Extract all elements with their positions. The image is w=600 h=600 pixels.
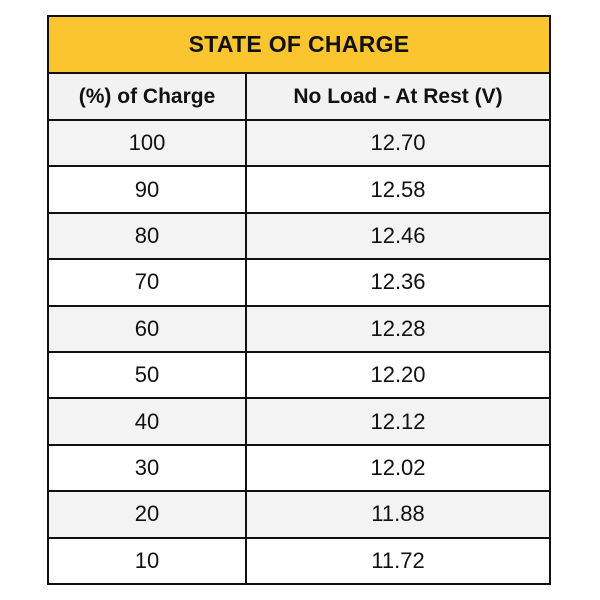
- voltage-cell: 12.20: [245, 350, 551, 400]
- table-row: 80 12.46: [47, 211, 551, 261]
- table-row: 40 12.12: [47, 397, 551, 446]
- table-row: 100 12.70: [47, 118, 551, 168]
- voltage-cell: 12.02: [245, 443, 551, 493]
- table-row: 60 12.28: [47, 304, 551, 353]
- voltage-cell: 12.28: [245, 304, 551, 353]
- charge-percent-cell: 20: [47, 490, 247, 539]
- column-header-voltage: No Load - At Rest (V): [245, 72, 551, 121]
- charge-percent-cell: 80: [47, 211, 247, 261]
- charge-percent-cell: 50: [47, 350, 247, 400]
- voltage-cell: 11.88: [245, 490, 551, 539]
- state-of-charge-table: STATE OF CHARGE (%) of Charge No Load - …: [47, 15, 551, 585]
- charge-percent-cell: 60: [47, 304, 247, 353]
- voltage-cell: 12.12: [245, 397, 551, 446]
- charge-percent-cell: 90: [47, 165, 247, 214]
- table-title: STATE OF CHARGE: [47, 15, 551, 74]
- table-row: 50 12.20: [47, 350, 551, 400]
- voltage-cell: 12.36: [245, 258, 551, 307]
- voltage-cell: 12.58: [245, 165, 551, 214]
- voltage-cell: 12.70: [245, 118, 551, 168]
- charge-percent-cell: 70: [47, 258, 247, 307]
- table-row: 90 12.58: [47, 165, 551, 214]
- voltage-cell: 12.46: [245, 211, 551, 261]
- voltage-cell: 11.72: [245, 536, 551, 585]
- table-row: 70 12.36: [47, 258, 551, 307]
- table-row: 30 12.02: [47, 443, 551, 493]
- charge-percent-cell: 30: [47, 443, 247, 493]
- table-row: 10 11.72: [47, 536, 551, 585]
- table-row: 20 11.88: [47, 490, 551, 539]
- charge-percent-cell: 100: [47, 118, 247, 168]
- charge-percent-cell: 10: [47, 536, 247, 585]
- charge-percent-cell: 40: [47, 397, 247, 446]
- column-header-charge: (%) of Charge: [47, 72, 247, 121]
